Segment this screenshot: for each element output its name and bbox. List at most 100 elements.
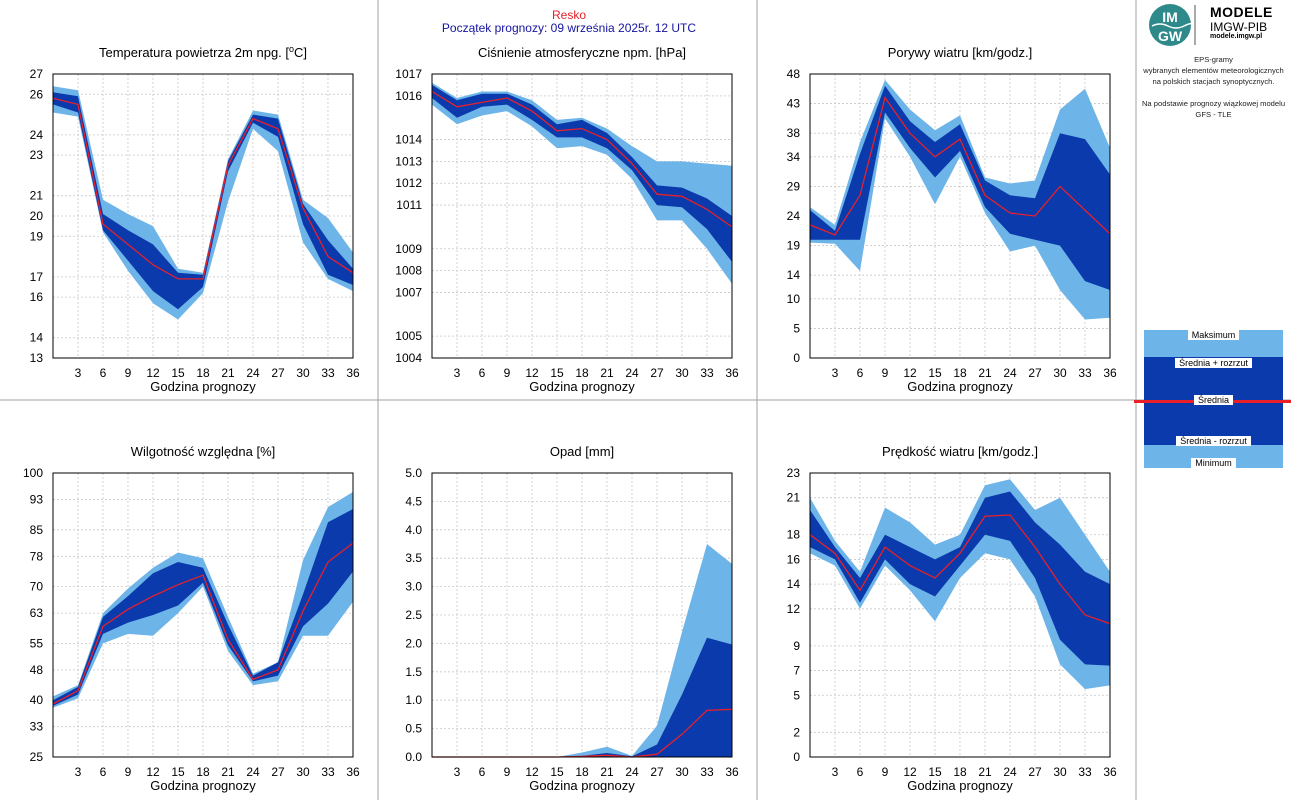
x-tick-label-2: 6: [100, 765, 107, 779]
logo-mark-bottom: GW: [1158, 28, 1183, 44]
x-tick-label-5: 15: [171, 765, 185, 779]
x-tick-label-7: 21: [600, 366, 614, 380]
y-tick-label-0: 13: [30, 351, 44, 365]
x-tick-label-11: 33: [700, 765, 714, 779]
y-tick-label-4: 2.0: [405, 636, 422, 650]
x-tick-label-3: 9: [882, 366, 889, 380]
y-tick-label-2: 16: [30, 290, 44, 304]
x-tick-label-5: 15: [928, 366, 942, 380]
spread-band: [810, 85, 1110, 290]
y-tick-label-3: 17: [30, 270, 44, 284]
spread-band: [810, 491, 1110, 666]
mean-line: [52, 542, 354, 705]
y-tick-label-3: 1.5: [405, 665, 422, 679]
range-band: [53, 491, 353, 708]
mean-line: [52, 97, 354, 280]
y-tick-label-6: 1012: [395, 176, 422, 190]
plot-frame: [431, 73, 733, 359]
x-tick-label-3: 9: [504, 366, 511, 380]
y-tick-label-7: 16: [787, 552, 801, 566]
desc-line-1: EPS-gramy: [1194, 55, 1233, 64]
chart-title: Prędkość wiatru [km/godz.]: [882, 444, 1038, 459]
x-tick-label-6: 18: [953, 366, 967, 380]
y-tick-label-4: 19: [30, 229, 44, 243]
x-tick-label-8: 24: [246, 765, 260, 779]
x-tick-label-1: 3: [454, 366, 461, 380]
title-unit-end: C]: [294, 45, 307, 60]
legend-max-label: Maksimum: [1144, 330, 1283, 340]
x-axis-label: Godzina prognozy: [907, 778, 1013, 793]
x-tick-label-1: 3: [75, 366, 82, 380]
x-tick-label-1: 3: [454, 765, 461, 779]
y-tick-label-9: 26: [30, 87, 44, 101]
x-tick-label-6: 18: [575, 765, 589, 779]
y-tick-label-8: 24: [30, 128, 44, 142]
x-tick-label-11: 33: [1078, 366, 1092, 380]
x-tick-label-5: 15: [550, 366, 564, 380]
y-tick-label-1: 1005: [395, 329, 422, 343]
x-tick-label-2: 6: [479, 366, 486, 380]
x-tick-label-9: 27: [1028, 765, 1042, 779]
x-tick-label-9: 27: [650, 765, 664, 779]
y-tick-label-7: 78: [30, 549, 44, 563]
x-tick-label-10: 30: [1053, 765, 1067, 779]
x-tick-label-10: 30: [296, 366, 310, 380]
y-tick-label-1: 0.5: [405, 722, 422, 736]
y-tick-label-6: 70: [30, 580, 44, 594]
y-tick-label-6: 14: [787, 577, 801, 591]
y-tick-label-7: 3.5: [405, 551, 422, 565]
desc-line-6: GFS - TLE: [1195, 110, 1232, 119]
plot-frame: [431, 472, 733, 758]
legend-mean-minus-label: Średnia - rozrzut: [1144, 436, 1283, 446]
chart-title: Porywy wiatru [km/godz.]: [888, 45, 1033, 60]
y-tick-label-9: 43: [787, 97, 801, 111]
x-tick-label-2: 6: [100, 366, 107, 380]
mean-line: [809, 96, 1111, 236]
x-tick-label-4: 12: [146, 366, 160, 380]
legend: Maksimum Średnia + rozrzut Średnia Średn…: [1134, 330, 1291, 468]
y-tick-label-8: 38: [787, 126, 801, 140]
y-tick-label-6: 3.0: [405, 580, 422, 594]
spread-band: [432, 84, 732, 262]
x-tick-label-10: 30: [675, 366, 689, 380]
y-tick-label-5: 63: [30, 606, 44, 620]
y-tick-label-7: 23: [30, 148, 44, 162]
x-tick-label-9: 27: [650, 366, 664, 380]
x-axis-label: Godzina prognozy: [150, 379, 256, 394]
y-tick-label-1: 14: [30, 331, 44, 345]
x-tick-label-1: 3: [832, 765, 839, 779]
x-tick-label-4: 12: [903, 366, 917, 380]
range-band: [53, 86, 353, 320]
y-tick-label-7: 1013: [395, 154, 422, 168]
desc-line-2: wybranych elementów meteorologicznych: [1143, 66, 1284, 75]
x-tick-label-6: 18: [953, 765, 967, 779]
spread-band: [53, 92, 353, 310]
y-tick-label-0: 0: [793, 351, 800, 365]
y-tick-label-6: 21: [30, 189, 44, 203]
y-tick-label-8: 1014: [395, 133, 422, 147]
x-tick-label-3: 9: [125, 366, 132, 380]
y-tick-label-10: 23: [787, 466, 801, 480]
x-tick-label-6: 18: [196, 366, 210, 380]
x-tick-label-8: 24: [1003, 366, 1017, 380]
x-tick-label-3: 9: [125, 765, 132, 779]
x-tick-label-2: 6: [479, 765, 486, 779]
x-tick-label-10: 30: [296, 765, 310, 779]
y-tick-label-6: 29: [787, 179, 801, 193]
chart-title: Wilgotność względna [%]: [131, 444, 276, 459]
y-tick-label-0: 0.0: [405, 750, 422, 764]
logo-title: MODELE: [1210, 4, 1273, 20]
plot-frame: [52, 472, 354, 758]
plot-frame: [52, 73, 354, 359]
x-tick-label-7: 21: [221, 765, 235, 779]
chart-panel-1: 1004 1005 1007 1008 1009 1011 1012 1013 1014 1016…: [395, 45, 739, 394]
x-tick-label-2: 6: [857, 765, 864, 779]
x-tick-label-1: 3: [832, 366, 839, 380]
x-tick-label-3: 9: [882, 765, 889, 779]
x-axis-label: Godzina prognozy: [529, 778, 635, 793]
y-tick-label-2: 5: [793, 688, 800, 702]
y-tick-label-3: 7: [793, 664, 800, 678]
